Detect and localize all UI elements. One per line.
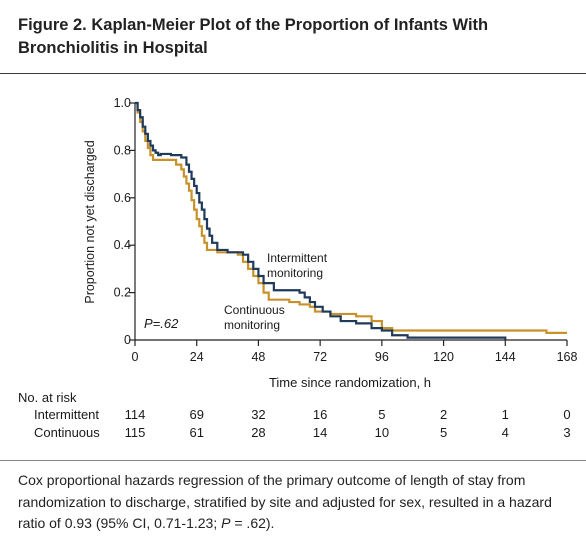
chart-labels: Proportion not yet discharged Time since… (18, 140, 431, 440)
kaplan-meier-chart: 00.20.40.60.81.00 24 48 72 96 120 144 168 Propo… (18, 96, 578, 440)
continuous-line-label-2: monitoring (224, 318, 280, 332)
risk-continuous-value: 4 (502, 425, 509, 440)
x-tick-label: 120 (433, 350, 454, 364)
risk-intermittent-value: 32 (251, 407, 265, 422)
figure-title: Figure 2. Kaplan-Meier Plot of the Propo… (18, 16, 489, 57)
risk-continuous-value: 10 (375, 425, 389, 440)
continuous-monitoring-curve (135, 101, 567, 334)
risk-intermittent-value: 16 (313, 407, 327, 422)
y-tick-label: 0.4 (114, 238, 131, 252)
y-tick-label: 0 (124, 333, 131, 347)
x-tick-label: 48 (251, 350, 265, 364)
x-tick-label: 24 (190, 350, 204, 364)
x-tick-label: 168 (557, 350, 578, 364)
chart-series (135, 101, 567, 340)
caption-p-label: P (221, 515, 231, 531)
intermittent-line-label-1: Intermittent (267, 251, 328, 265)
risk-intermittent-value: 69 (189, 407, 203, 422)
y-axis-label: Proportion not yet discharged (83, 140, 97, 303)
p-value-annotation: P=.62 (144, 316, 179, 331)
y-tick-label: 0.2 (114, 286, 131, 300)
risk-intermittent-value: 1 (502, 407, 509, 422)
caption-text-before: Cox proportional hazards regression of t… (18, 472, 552, 531)
chart-axes: 0 0.2 0.4 0.6 0.8 1.0 0 24 48 72 96 120 144 168 (114, 96, 578, 364)
x-tick-label: 144 (495, 350, 516, 364)
title-divider (0, 73, 586, 74)
risk-continuous-value: 61 (189, 425, 203, 440)
risk-intermittent-value: 114 (125, 407, 146, 422)
risk-continuous-value: 28 (251, 425, 265, 440)
x-tick-label: 0 (132, 350, 139, 364)
risk-intermittent-value: 5 (378, 407, 385, 422)
x-tick-label: 72 (313, 350, 327, 364)
figure-caption: Cox proportional hazards regression of t… (18, 470, 578, 535)
intermittent-line-label-2: monitoring (267, 266, 323, 280)
continuous-line-label-1: Continuous (224, 303, 285, 317)
risk-continuous-value: 115 (125, 425, 146, 440)
x-axis-label: Time since randomization, h (269, 375, 431, 390)
caption-divider (0, 460, 586, 461)
risk-table-title: No. at risk (18, 390, 77, 405)
risk-continuous-value: 14 (313, 425, 327, 440)
y-tick-label: 1.0 (114, 96, 131, 110)
risk-intermittent-value: 2 (440, 407, 447, 422)
caption-text-after: = .62). (230, 515, 275, 531)
risk-row-label-continuous: Continuous (34, 425, 100, 440)
risk-row-label-intermittent: Intermittent (34, 407, 99, 422)
x-tick-label: 96 (375, 350, 389, 364)
y-tick-label: 0.8 (114, 143, 131, 157)
y-tick-label: 0.6 (114, 191, 131, 205)
risk-intermittent-value: 0 (563, 407, 570, 422)
intermittent-monitoring-curve (135, 101, 507, 340)
risk-continuous-value: 3 (563, 425, 570, 440)
risk-continuous-value: 5 (440, 425, 447, 440)
